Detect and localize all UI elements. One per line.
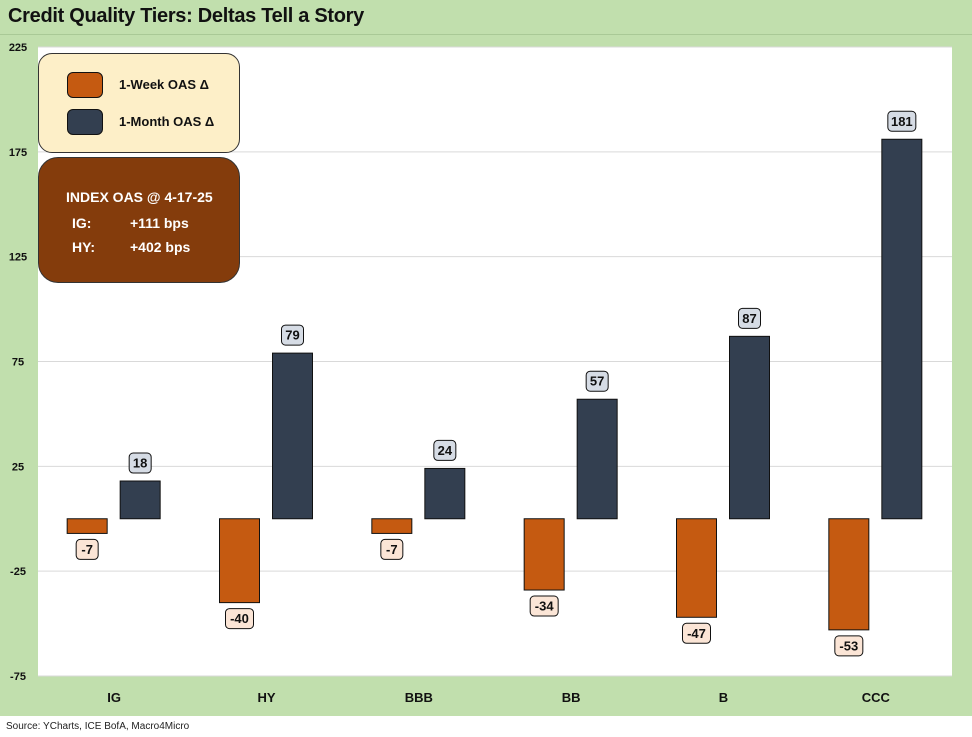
y-tick-label: 225	[9, 42, 27, 54]
bar-month	[576, 398, 618, 520]
title-bar: Credit Quality Tiers: Deltas Tell a Stor…	[0, 0, 972, 35]
y-tick-label: 25	[12, 461, 24, 473]
data-label: 18	[133, 456, 147, 471]
y-tick-label: -75	[10, 671, 26, 683]
y-axis: -75 -25 25 75 125 175 225	[9, 42, 27, 683]
bar-month	[881, 138, 923, 520]
index-oas-key: IG:	[72, 215, 92, 231]
bar-week	[676, 518, 717, 618]
x-tick-label: IG	[107, 690, 121, 705]
data-label: 57	[590, 374, 604, 389]
x-tick-label: BBB	[405, 690, 433, 705]
data-label-box	[433, 439, 457, 461]
data-label-box	[834, 635, 864, 657]
bar-month	[272, 352, 313, 520]
data-label-box	[529, 595, 559, 617]
bar-week	[828, 518, 870, 631]
bar-week	[219, 518, 260, 604]
x-tick-label: B	[719, 690, 728, 705]
data-label-box	[380, 538, 404, 560]
bar-month	[729, 335, 770, 520]
legend-swatch-month	[67, 109, 103, 135]
data-label-box	[281, 324, 304, 346]
bar-week	[523, 518, 565, 591]
bar-week	[66, 518, 108, 534]
legend-label-month: 1-Month OAS Δ	[119, 114, 215, 129]
y-tick-label: -25	[10, 566, 26, 578]
index-oas-key: HY:	[72, 239, 96, 255]
index-oas-row-hy: HY: +402 bps	[72, 239, 190, 255]
y-tick-label: 175	[9, 147, 27, 159]
x-tick-label: HY	[257, 690, 275, 705]
data-label: 87	[742, 311, 756, 326]
data-label: 79	[285, 328, 299, 343]
x-tick-label: BB	[562, 690, 581, 705]
y-tick-label: 75	[12, 357, 24, 369]
x-axis: IG HY BBB BB B CCC	[107, 690, 890, 705]
index-oas-value: +402 bps	[130, 239, 191, 255]
data-label: 24	[438, 443, 453, 458]
x-tick-label: CCC	[862, 690, 891, 705]
data-label: -7	[81, 542, 93, 557]
data-label: -40	[230, 611, 249, 626]
index-oas-title: INDEX OAS @ 4-17-25	[66, 189, 213, 205]
data-label-box	[682, 622, 711, 644]
index-oas-box: INDEX OAS @ 4-17-25 IG: +111 bps HY: +40…	[38, 157, 240, 283]
gridlines	[38, 46, 952, 677]
data-label: -53	[839, 638, 858, 653]
data-label-box	[75, 538, 99, 560]
data-label-box	[585, 370, 609, 392]
bar-month	[424, 467, 466, 520]
data-label-box	[738, 307, 761, 329]
bar-month	[119, 480, 161, 520]
legend-label-week: 1-Week OAS Δ	[119, 77, 210, 92]
chart-title: Credit Quality Tiers: Deltas Tell a Stor…	[8, 5, 364, 27]
source-note: Source: YCharts, ICE BofA, Macro4Micro	[6, 721, 190, 732]
legend-swatch-week	[67, 72, 103, 98]
data-label: -7	[386, 542, 398, 557]
bars: -7 18 -40 79 -7 24 -34 57 -47 87 -53 181	[66, 110, 923, 657]
bar-week	[371, 518, 413, 534]
index-oas-row-ig: IG: +111 bps	[72, 215, 189, 231]
index-oas-value: +111 bps	[130, 215, 189, 231]
data-label-box	[887, 110, 917, 132]
data-label: 181	[891, 114, 913, 129]
y-tick-label: 125	[9, 252, 27, 264]
legend: 1-Week OAS Δ 1-Month OAS Δ	[38, 53, 240, 153]
data-label-box	[225, 608, 254, 630]
data-label: -47	[687, 626, 706, 641]
data-label-box	[128, 452, 152, 474]
data-label: -34	[535, 599, 555, 614]
